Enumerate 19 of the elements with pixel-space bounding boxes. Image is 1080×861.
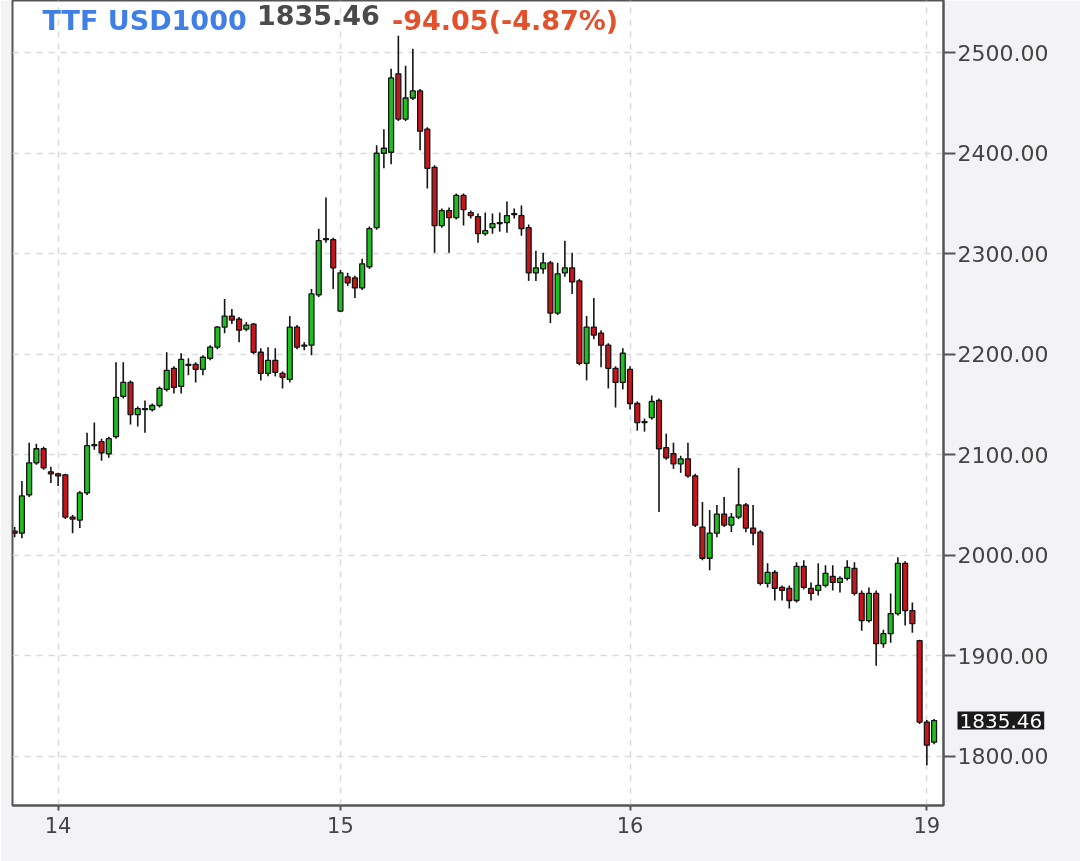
y-tick-label: 2000.00 <box>957 543 1049 569</box>
x-tick-label: 15 <box>327 813 354 838</box>
y-tick-label: 2300.00 <box>957 241 1049 267</box>
x-tick-label: 16 <box>616 813 644 838</box>
y-tick-label: 2200.00 <box>957 342 1049 368</box>
y-tick-label: 1900.00 <box>957 643 1049 669</box>
y-tick-label: 2400.00 <box>957 141 1049 167</box>
chart-title: TTF USD1000 <box>42 4 247 36</box>
x-tick-label: 14 <box>44 813 72 838</box>
y-tick-label: 1800.00 <box>957 744 1049 770</box>
candlestick <box>489 212 496 235</box>
text: 1835.46 <box>959 708 1043 733</box>
x-tick-label: 19 <box>913 813 941 838</box>
annotation: 1835.46 <box>256 0 380 31</box>
y-tick-label: 2500.00 <box>957 40 1049 66</box>
candlestick <box>214 325 221 351</box>
annotation: -94.05(-4.87%) <box>392 4 619 36</box>
y-tick-label: 2100.00 <box>957 442 1049 468</box>
candlestick <box>511 207 518 220</box>
